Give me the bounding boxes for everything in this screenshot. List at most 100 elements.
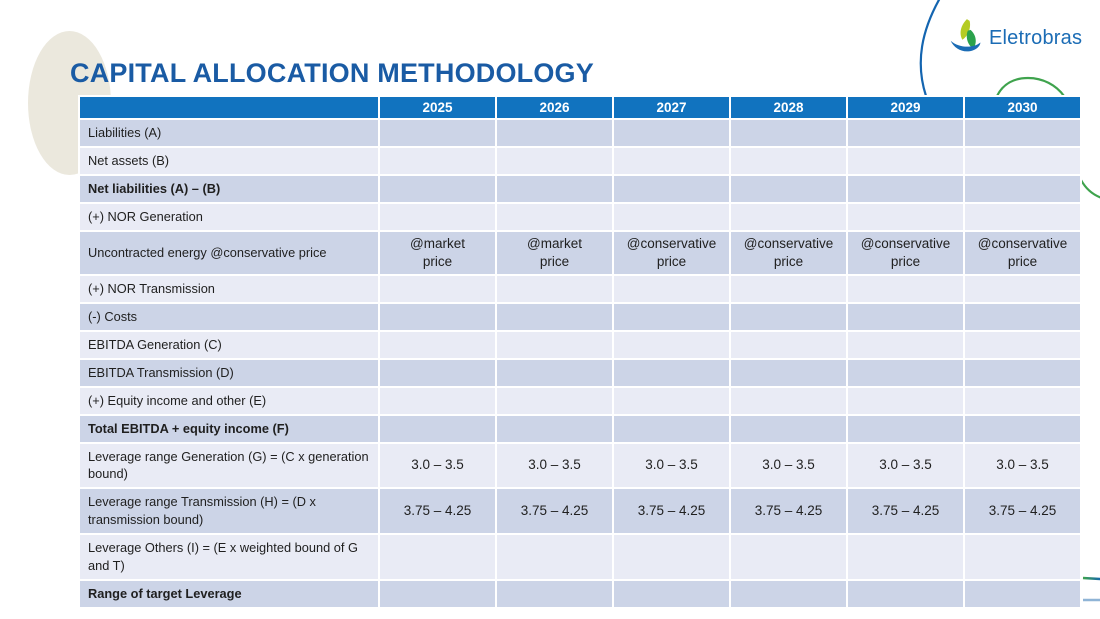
- row-label: (-) Costs: [78, 301, 380, 332]
- cell-value: [963, 357, 1082, 388]
- cell-value: [729, 385, 848, 416]
- cell-value: [963, 145, 1082, 176]
- cell-value: 3.0 – 3.5: [378, 441, 497, 490]
- cell-value: [963, 413, 1082, 444]
- cell-value: [729, 145, 848, 176]
- row-label: Uncontracted energy @conservative price: [78, 229, 380, 277]
- cell-value: [846, 413, 965, 444]
- cell-value: 3.75 – 4.25: [846, 487, 965, 536]
- cell-value: [495, 118, 614, 148]
- table-row: (-) Costs: [78, 301, 1082, 332]
- cell-value: [846, 385, 965, 416]
- cell-value: 3.0 – 3.5: [963, 441, 1082, 490]
- cell-value: @conservative price: [963, 229, 1082, 277]
- cell-value: [612, 173, 731, 204]
- cell-value: [495, 578, 614, 609]
- cell-value: [963, 533, 1082, 581]
- table-row: Leverage range Generation (G) = (C x gen…: [78, 441, 1082, 490]
- table-row: Net liabilities (A) – (B): [78, 173, 1082, 204]
- cell-value: [495, 301, 614, 332]
- row-label: (+) NOR Generation: [78, 201, 380, 232]
- cell-value: [378, 329, 497, 360]
- cell-value: [846, 145, 965, 176]
- cell-value: [378, 413, 497, 444]
- cell-value: [963, 578, 1082, 609]
- row-label: Leverage range Transmission (H) = (D x t…: [78, 487, 380, 536]
- cell-value: [846, 533, 965, 581]
- year-column-header: 2027: [612, 95, 731, 120]
- cell-value: [495, 274, 614, 304]
- table-corner-cell: [78, 95, 380, 120]
- cell-value: [495, 413, 614, 444]
- cell-value: 3.0 – 3.5: [846, 441, 965, 490]
- cell-value: [495, 145, 614, 176]
- table-row: Range of target Leverage: [78, 578, 1082, 609]
- cell-value: [963, 201, 1082, 232]
- cell-value: 3.75 – 4.25: [378, 487, 497, 536]
- table-body: Liabilities (A) Net assets (B) Net liabili…: [78, 118, 1082, 609]
- cell-value: [963, 173, 1082, 204]
- cell-value: [378, 118, 497, 148]
- eletrobras-logo-text: Eletrobras: [989, 26, 1083, 49]
- cell-value: 3.0 – 3.5: [495, 441, 614, 490]
- blue-circle-arc: [919, 0, 941, 97]
- teal-line-segment: [1082, 576, 1100, 581]
- eletrobras-logo: Eletrobras: [948, 18, 1082, 58]
- row-label: Leverage range Generation (G) = (C x gen…: [78, 441, 380, 490]
- cell-value: [846, 301, 965, 332]
- table-row: Leverage range Transmission (H) = (D x t…: [78, 487, 1082, 536]
- cell-value: [495, 201, 614, 232]
- cell-value: 3.75 – 4.25: [612, 487, 731, 536]
- table-row: EBITDA Generation (C): [78, 329, 1082, 360]
- row-label: EBITDA Transmission (D): [78, 357, 380, 388]
- cell-value: [378, 145, 497, 176]
- cell-value: [378, 274, 497, 304]
- cell-value: [612, 357, 731, 388]
- table-row: Net assets (B): [78, 145, 1082, 176]
- cell-value: @market price: [378, 229, 497, 277]
- cell-value: [729, 357, 848, 388]
- row-label: (+) Equity income and other (E): [78, 385, 380, 416]
- table-row: (+) Equity income and other (E): [78, 385, 1082, 416]
- cell-value: 3.75 – 4.25: [963, 487, 1082, 536]
- cell-value: @market price: [495, 229, 614, 277]
- year-column-header: 2030: [963, 95, 1082, 120]
- cell-value: [378, 385, 497, 416]
- table-row: (+) NOR Transmission: [78, 274, 1082, 304]
- table-row: Leverage Others (I) = (E x weighted boun…: [78, 533, 1082, 581]
- cell-value: [846, 201, 965, 232]
- year-column-header: 2026: [495, 95, 614, 120]
- cell-value: [963, 118, 1082, 148]
- cell-value: [846, 173, 965, 204]
- row-label: Net liabilities (A) – (B): [78, 173, 380, 204]
- cell-value: [846, 578, 965, 609]
- cell-value: [495, 357, 614, 388]
- cell-value: [612, 301, 731, 332]
- table-row: EBITDA Transmission (D): [78, 357, 1082, 388]
- cell-value: 3.75 – 4.25: [495, 487, 614, 536]
- cell-value: [729, 173, 848, 204]
- cell-value: [612, 413, 731, 444]
- cell-value: [963, 274, 1082, 304]
- row-label: Liabilities (A): [78, 118, 380, 148]
- cell-value: [612, 145, 731, 176]
- cell-value: @conservative price: [612, 229, 731, 277]
- cell-value: [378, 301, 497, 332]
- cell-value: [495, 173, 614, 204]
- cell-value: [729, 301, 848, 332]
- cell-value: [378, 533, 497, 581]
- row-label: Total EBITDA + equity income (F): [78, 413, 380, 444]
- row-label: (+) NOR Transmission: [78, 274, 380, 304]
- table-row: Uncontracted energy @conservative price @…: [78, 229, 1082, 277]
- year-column-header: 2029: [846, 95, 965, 120]
- green-circle-arc-right: [1080, 179, 1100, 199]
- cell-value: [612, 533, 731, 581]
- table-row: Liabilities (A): [78, 118, 1082, 148]
- cell-value: [729, 533, 848, 581]
- cell-value: @conservative price: [846, 229, 965, 277]
- cell-value: [612, 329, 731, 360]
- cell-value: [612, 385, 731, 416]
- cell-value: [612, 578, 731, 609]
- cell-value: 3.75 – 4.25: [729, 487, 848, 536]
